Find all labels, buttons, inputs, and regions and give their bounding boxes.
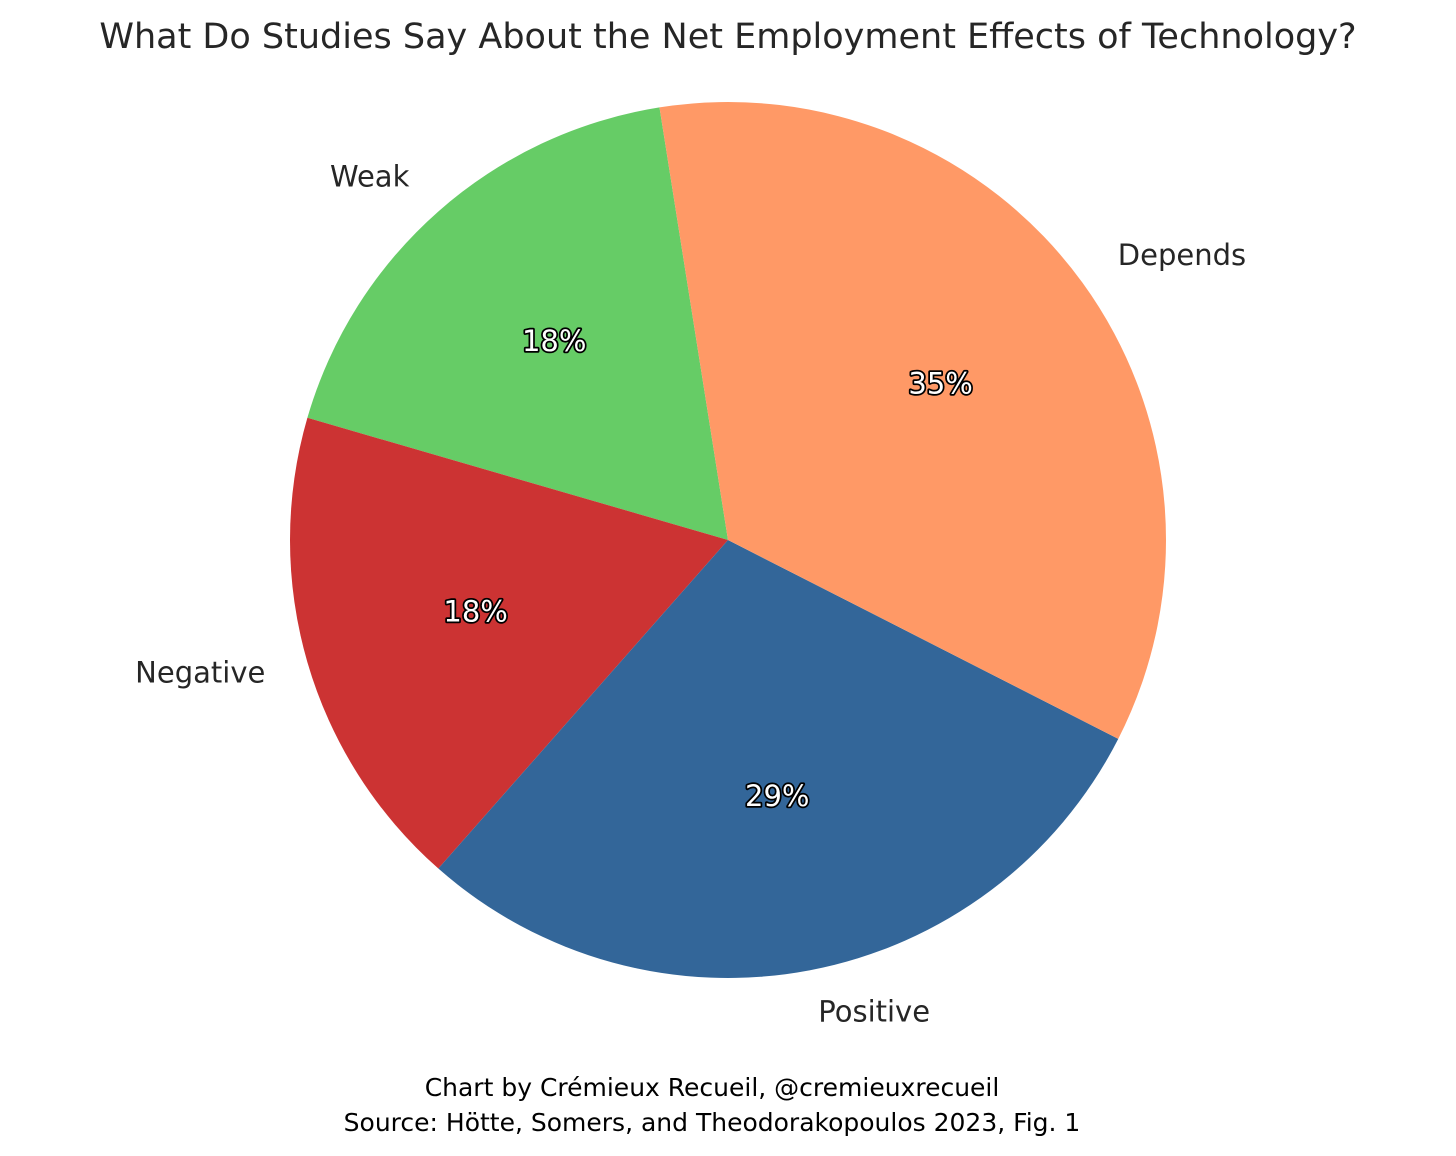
- pie-slice-weak: [307, 107, 728, 540]
- percent-label-depends: 35%: [908, 367, 972, 401]
- pie-slice-depends: [659, 102, 1166, 739]
- percent-label-weak: 18%: [522, 324, 586, 358]
- pie-slice-labels: Weak Negative Positive Depends: [135, 160, 1246, 1029]
- caption-credit: Chart by Crémieux Recueil, @cremieuxrecu…: [425, 1073, 1000, 1102]
- percent-label-positive: 29%: [745, 779, 809, 813]
- slice-label-depends: Depends: [1118, 238, 1246, 272]
- chart-title: What Do Studies Say About the Net Employ…: [99, 17, 1356, 57]
- slice-label-weak: Weak: [330, 160, 410, 194]
- slice-label-negative: Negative: [135, 655, 265, 689]
- pie-slice-negative: [290, 417, 728, 869]
- pie-percent-labels: 18% 18% 29% 35%: [442, 322, 975, 815]
- pie-slice-positive: [438, 540, 1119, 978]
- percent-label-negative: 18%: [443, 594, 507, 628]
- slice-label-positive: Positive: [818, 994, 930, 1028]
- caption-source: Source: Hötte, Somers, and Theodorakopou…: [344, 1108, 1081, 1137]
- pie-slices: [290, 102, 1166, 978]
